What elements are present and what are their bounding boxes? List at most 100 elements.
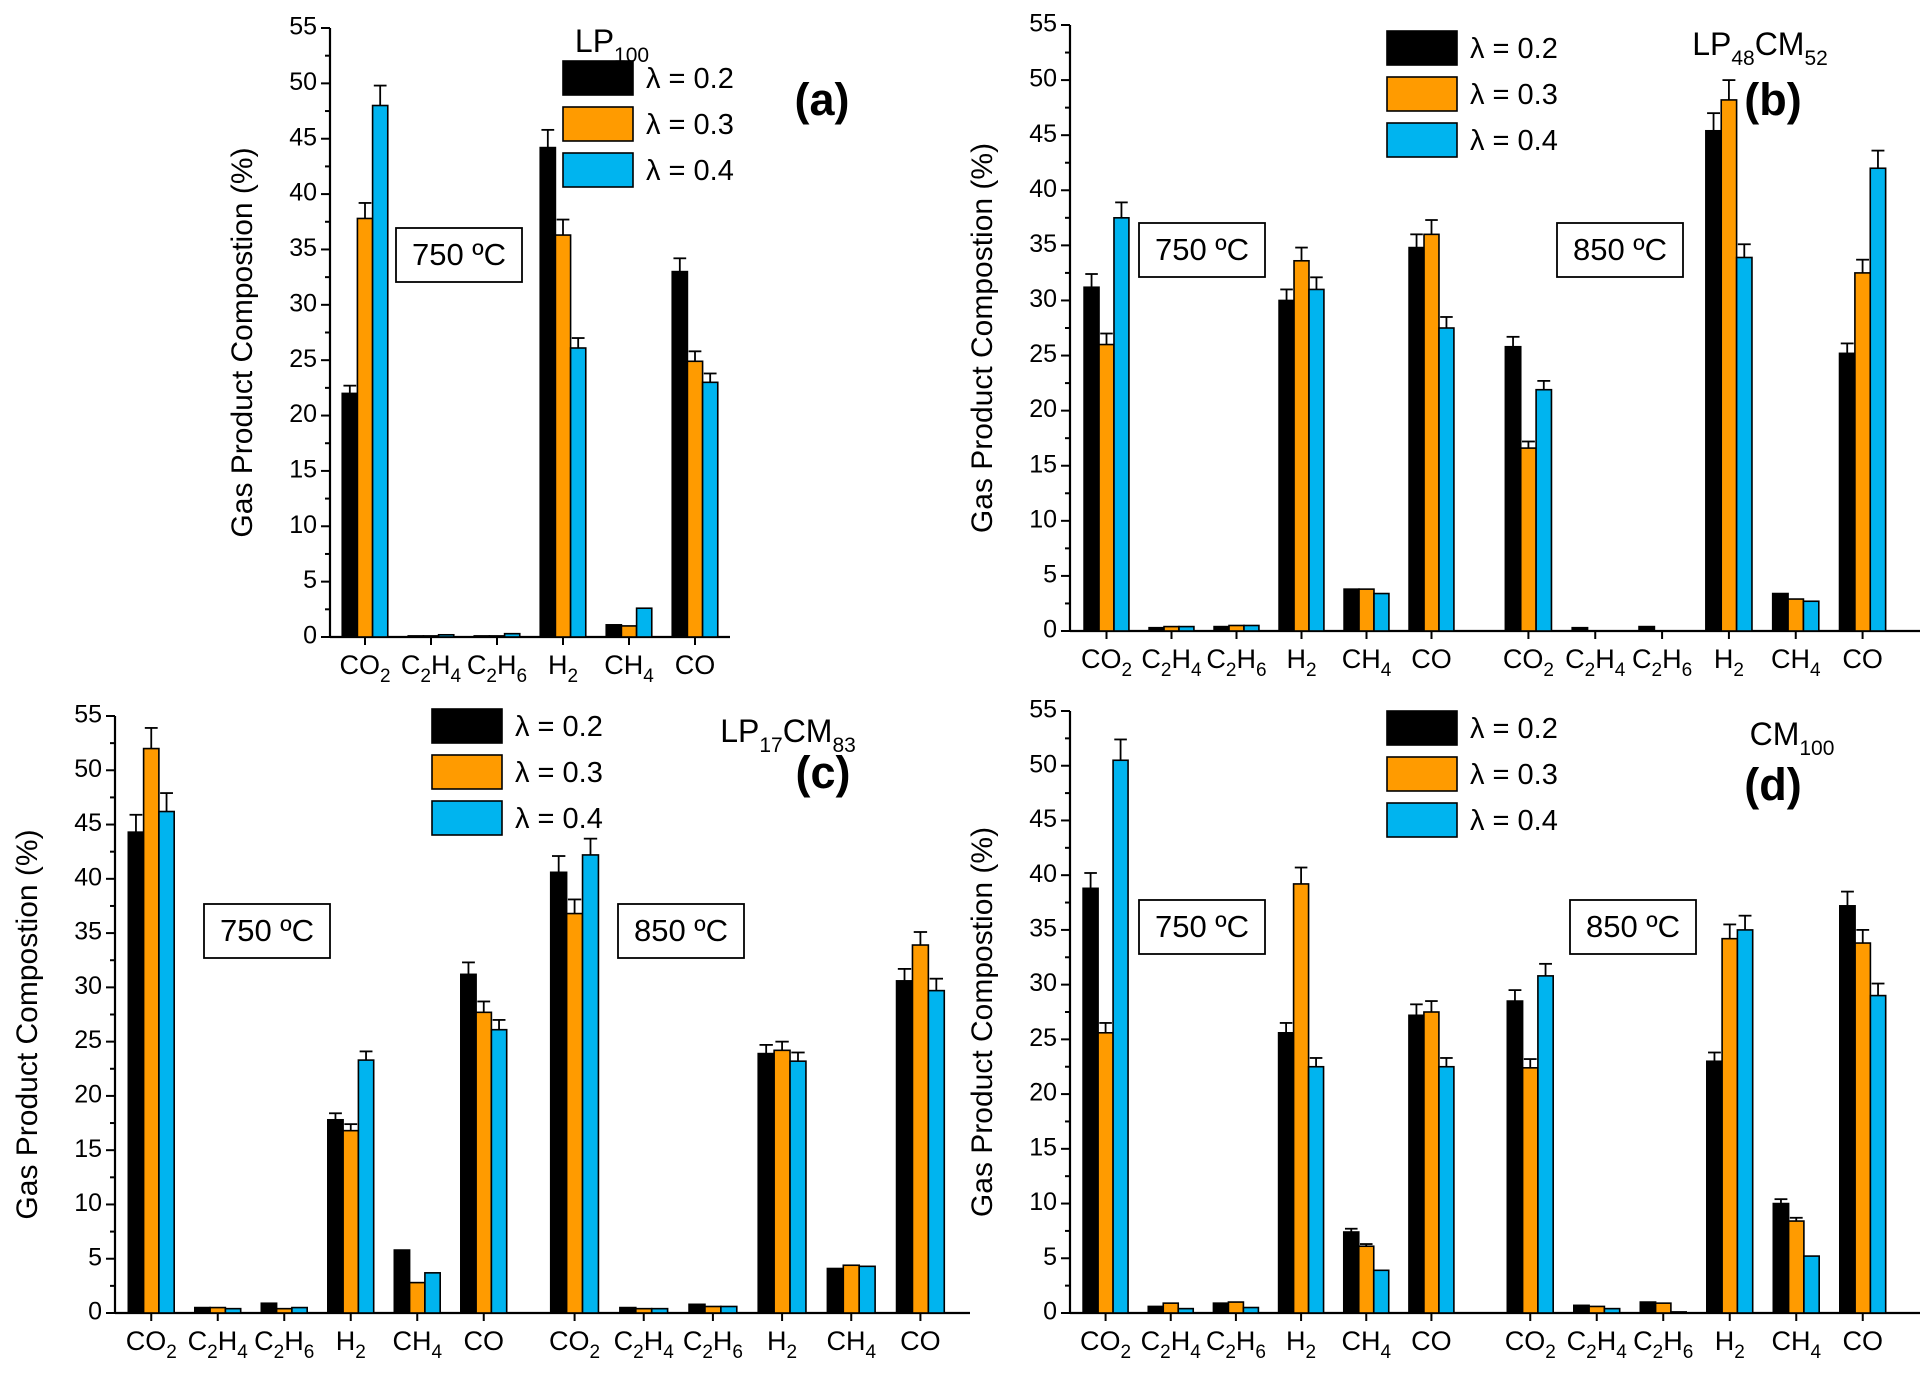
bar <box>842 1264 861 1314</box>
bar <box>773 1049 791 1314</box>
x-tick-label-part: 2 <box>420 666 431 687</box>
bar <box>619 1306 637 1314</box>
bar <box>1212 1302 1230 1314</box>
x-tick-label: CH4 <box>1341 1326 1391 1363</box>
legend-label: λ = 0.4 <box>646 155 734 187</box>
bar <box>1423 233 1440 632</box>
bar <box>473 635 491 638</box>
bar <box>1787 1220 1805 1314</box>
x-tick-label-part: H <box>644 1326 664 1356</box>
x-tick-label-part: 4 <box>1191 660 1202 681</box>
bar <box>704 1305 722 1314</box>
y-axis-label: Gas Product Compostion (%) <box>966 143 999 533</box>
y-tick-label: 25 <box>1029 340 1057 368</box>
bar <box>490 1028 508 1314</box>
y-tick-label: 45 <box>1029 805 1057 833</box>
bar <box>1519 447 1537 632</box>
bar <box>224 1307 242 1314</box>
bar <box>1772 1202 1790 1314</box>
x-tick-label: CO <box>1411 1326 1452 1356</box>
panel-letter: (d) <box>1744 759 1801 810</box>
chart-title-part: CM <box>783 713 833 749</box>
bar <box>1839 905 1856 1314</box>
x-tick-label: CH4 <box>1342 644 1392 681</box>
x-tick-label: H2 <box>548 650 578 687</box>
bar <box>1083 286 1100 632</box>
x-tick-label-part: CH <box>1771 1326 1810 1356</box>
y-tick-label: 30 <box>1029 285 1057 313</box>
x-tick-label-part: C <box>1632 644 1652 674</box>
bar <box>565 912 584 1314</box>
x-tick-label-part: H <box>336 1326 356 1356</box>
bar <box>1372 1269 1390 1314</box>
x-tick-label-part: H <box>497 650 517 680</box>
bar <box>581 854 600 1314</box>
x-tick-label-part: 4 <box>865 1342 876 1363</box>
x-tick-label: CO <box>1842 644 1883 674</box>
x-tick-label-part: 6 <box>1256 660 1267 681</box>
bar <box>393 1249 411 1314</box>
legend-swatch <box>1386 30 1458 66</box>
chart-title-part: LP <box>575 23 614 59</box>
bar <box>1112 759 1129 1314</box>
y-tick-label: 0 <box>303 622 317 650</box>
x-tick-label-part: 2 <box>1545 1342 1556 1363</box>
bar <box>1504 345 1522 632</box>
bar <box>408 1281 426 1314</box>
x-tick-label-part: 6 <box>732 1342 743 1363</box>
bar <box>911 944 930 1314</box>
y-tick-label: 50 <box>289 68 317 96</box>
x-tick-label-part: 6 <box>1682 660 1693 681</box>
x-tick-label: CO <box>1411 644 1452 674</box>
y-axis-label: Gas Product Compostion (%) <box>966 827 999 1217</box>
x-tick-label-part: H <box>548 650 568 680</box>
x-tick-label: CH4 <box>1771 644 1821 681</box>
bar <box>539 146 557 638</box>
bar <box>1408 246 1425 632</box>
x-tick-label-part: C <box>401 650 421 680</box>
y-axis-label: Gas Product Compostion (%) <box>11 829 44 1219</box>
bar <box>1293 259 1310 632</box>
x-tick-label-part: C <box>614 1326 634 1356</box>
x-tick-label-part: H <box>1662 644 1682 674</box>
bar <box>342 1129 360 1314</box>
x-tick-label-part: C <box>683 1326 703 1356</box>
bar <box>757 1052 775 1314</box>
bar <box>549 871 568 1314</box>
x-tick-label-part: 2 <box>590 1342 601 1363</box>
y-tick-label: 20 <box>1029 395 1057 423</box>
y-tick-label: 35 <box>1029 915 1057 943</box>
bar <box>1342 1231 1360 1314</box>
y-tick-label: 5 <box>1043 561 1057 589</box>
bar <box>1308 288 1325 632</box>
bar <box>1838 352 1856 632</box>
bar <box>424 1272 441 1314</box>
x-tick-label-part: 2 <box>633 1342 644 1363</box>
x-tick-label-part: C <box>1141 1326 1161 1356</box>
bar <box>635 607 653 638</box>
x-tick-label: CO2 <box>1081 644 1132 681</box>
x-tick-label-part: 2 <box>274 1342 285 1363</box>
chart-title-part: CM <box>1755 26 1805 62</box>
y-tick-label: 35 <box>74 918 102 946</box>
temperature-box <box>395 227 523 283</box>
x-tick-label-part: 4 <box>1810 660 1821 681</box>
bar <box>460 973 477 1314</box>
panel-c: 0 5 10 15 20 25 30 35 40 45 50 55 Gas Product Compos… <box>11 701 970 1363</box>
x-tick-label-part: 4 <box>1810 1342 1821 1363</box>
y-tick-label: 55 <box>74 701 102 729</box>
bar <box>327 1118 344 1314</box>
y-tick-label: 30 <box>289 289 317 317</box>
x-tick-label-part: C <box>1206 644 1226 674</box>
x-tick-label: H2 <box>1286 1326 1316 1363</box>
x-tick-label: C2H4 <box>1567 1326 1628 1363</box>
x-tick-label-part: 2 <box>1121 1342 1132 1363</box>
x-tick-label: C2H6 <box>1206 644 1266 681</box>
bar <box>1735 256 1753 632</box>
panel-letter: (a) <box>795 74 850 125</box>
bar <box>475 1011 493 1314</box>
temperature-box <box>1569 899 1697 955</box>
x-tick-label: H2 <box>336 1326 366 1363</box>
y-tick-label: 40 <box>1029 860 1057 888</box>
x-tick-label-part: CH <box>826 1326 865 1356</box>
